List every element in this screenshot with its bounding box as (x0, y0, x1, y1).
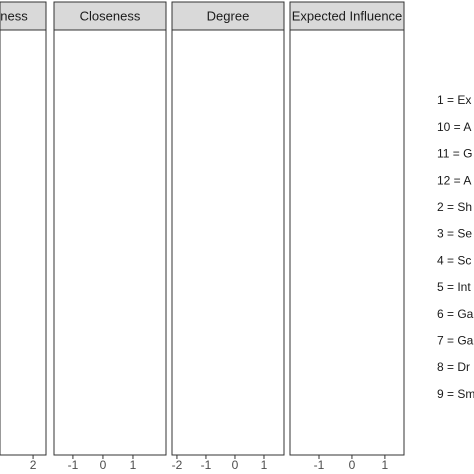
legend-label: 10 = A (437, 120, 471, 134)
panel-border (171, 29, 285, 456)
x-tick-label: 0 (232, 458, 239, 472)
legend-label: 11 = G (437, 147, 472, 161)
strip-label: Degree (207, 8, 250, 23)
x-tick-label: 1 (382, 458, 389, 472)
panel-bg (53, 29, 167, 456)
legend-label: 2 = Sh (437, 200, 472, 214)
x-tick-label: 0 (349, 458, 356, 472)
x-tick-label: -1 (68, 458, 79, 472)
panel-bg (171, 29, 285, 456)
legend-label: 7 = Ga (437, 333, 474, 347)
legend-label: 3 = Se (437, 227, 472, 241)
panel-border (289, 29, 405, 456)
legend-label: 9 = Sm (437, 387, 474, 401)
strip-bg (289, 1, 405, 31)
legend-label: 1 = Ex (437, 93, 471, 107)
panel-border (0, 29, 47, 456)
panel-bg (0, 29, 47, 456)
strip-label: Expected Influence (292, 8, 403, 23)
panel-bg (289, 29, 405, 456)
x-tick-label: 1 (130, 458, 137, 472)
panel-border (53, 29, 167, 456)
x-tick-label: 0 (100, 458, 107, 472)
x-tick-label: -1 (201, 458, 212, 472)
x-tick-label: -1 (314, 458, 325, 472)
legend-label: 8 = Dr (437, 360, 470, 374)
strip-bg (171, 1, 285, 31)
x-tick-label: 2 (30, 458, 37, 472)
x-tick-label: 1 (261, 458, 268, 472)
strip-label: ness (0, 8, 28, 23)
legend-label: 12 = A (437, 173, 471, 187)
x-tick-label: -2 (172, 458, 183, 472)
legend-label: 4 = Sc (437, 253, 471, 267)
strip-label: Closeness (80, 8, 141, 23)
legend-label: 6 = Ga (437, 307, 474, 321)
legend-label: 5 = Int (437, 280, 471, 294)
